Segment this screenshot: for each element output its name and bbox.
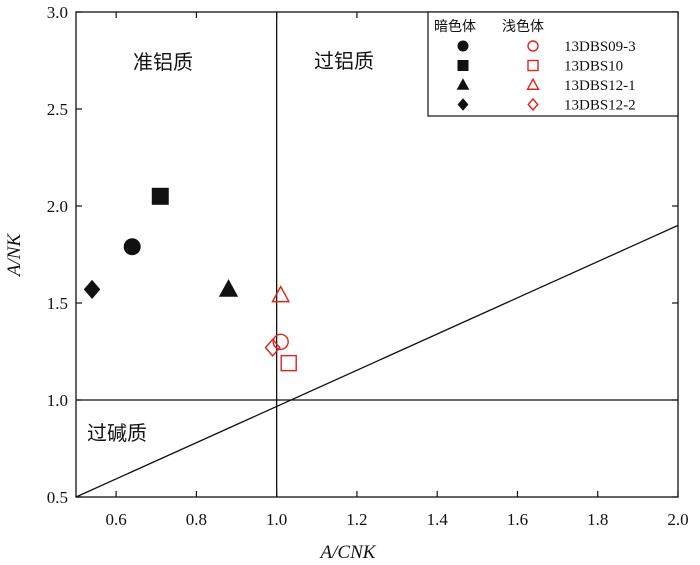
legend-marker-dark-13DBS10 [457, 60, 469, 71]
point-light-13DBS10 [280, 354, 297, 372]
legend-group-light: 浅色体 [502, 18, 544, 35]
x-tick-label: 0.6 [106, 510, 127, 529]
legend-label: 13DBS09-3 [564, 39, 636, 55]
y-tick-label: 1.0 [47, 391, 68, 410]
legend-label: 13DBS10 [564, 59, 623, 75]
x-tick-label: 1.8 [587, 510, 608, 529]
point-dark-13DBS09-3 [123, 238, 141, 256]
legend-marker-light-13DBS09-3 [527, 40, 539, 52]
legend-label: 13DBS12-2 [564, 98, 636, 114]
y-tick-label: 3.0 [47, 3, 68, 22]
x-tick-label: 2.0 [667, 510, 688, 529]
legend-marker-light-13DBS10 [527, 59, 539, 72]
x-tick-label: 0.8 [186, 510, 207, 529]
legend: 暗色体 浅色体 13DBS09-3 13DBS10 13DBS12-1 13DBS12… [427, 11, 679, 117]
legend-group-dark: 暗色体 [434, 18, 476, 35]
boundary-diagonal [75, 224, 679, 498]
region-label-peraluminous: 过铝质 [314, 49, 374, 73]
legend-marker-dark-13DBS12-2 [457, 98, 469, 111]
legend-marker-light-13DBS12-2 [527, 97, 539, 112]
point-light-13DBS12-1 [271, 285, 291, 303]
point-dark-13DBS10 [151, 187, 169, 205]
y-tick-label: 2.5 [47, 100, 68, 119]
legend-marker-dark-13DBS12-1 [456, 78, 470, 90]
y-tick-label: 0.5 [47, 488, 68, 507]
x-tick-label: 1.0 [266, 510, 287, 529]
x-tick-label: 1.2 [346, 510, 367, 529]
legend-marker-light-13DBS12-1 [526, 77, 540, 90]
legend-marker-dark-13DBS09-3 [457, 40, 469, 52]
x-axis-title: A/CNK [319, 542, 377, 563]
region-label-metaluminous: 准铝质 [133, 50, 193, 74]
y-tick-label: 2.0 [47, 197, 68, 216]
legend-label: 13DBS12-1 [564, 78, 636, 94]
point-light-13DBS12-2 [264, 338, 281, 357]
point-dark-13DBS12-2 [83, 279, 101, 299]
region-label-peralkaline: 过碱质 [87, 421, 147, 445]
x-tick-label: 1.6 [507, 510, 528, 529]
y-tick-label: 1.5 [47, 294, 68, 313]
legend-box [427, 11, 679, 117]
point-light-13DBS09-3 [272, 333, 289, 350]
plot-frame [75, 11, 679, 498]
x-tick-label: 1.4 [427, 510, 449, 529]
y-axis-title: A/NK [4, 233, 25, 279]
point-dark-13DBS12-1 [218, 279, 239, 297]
